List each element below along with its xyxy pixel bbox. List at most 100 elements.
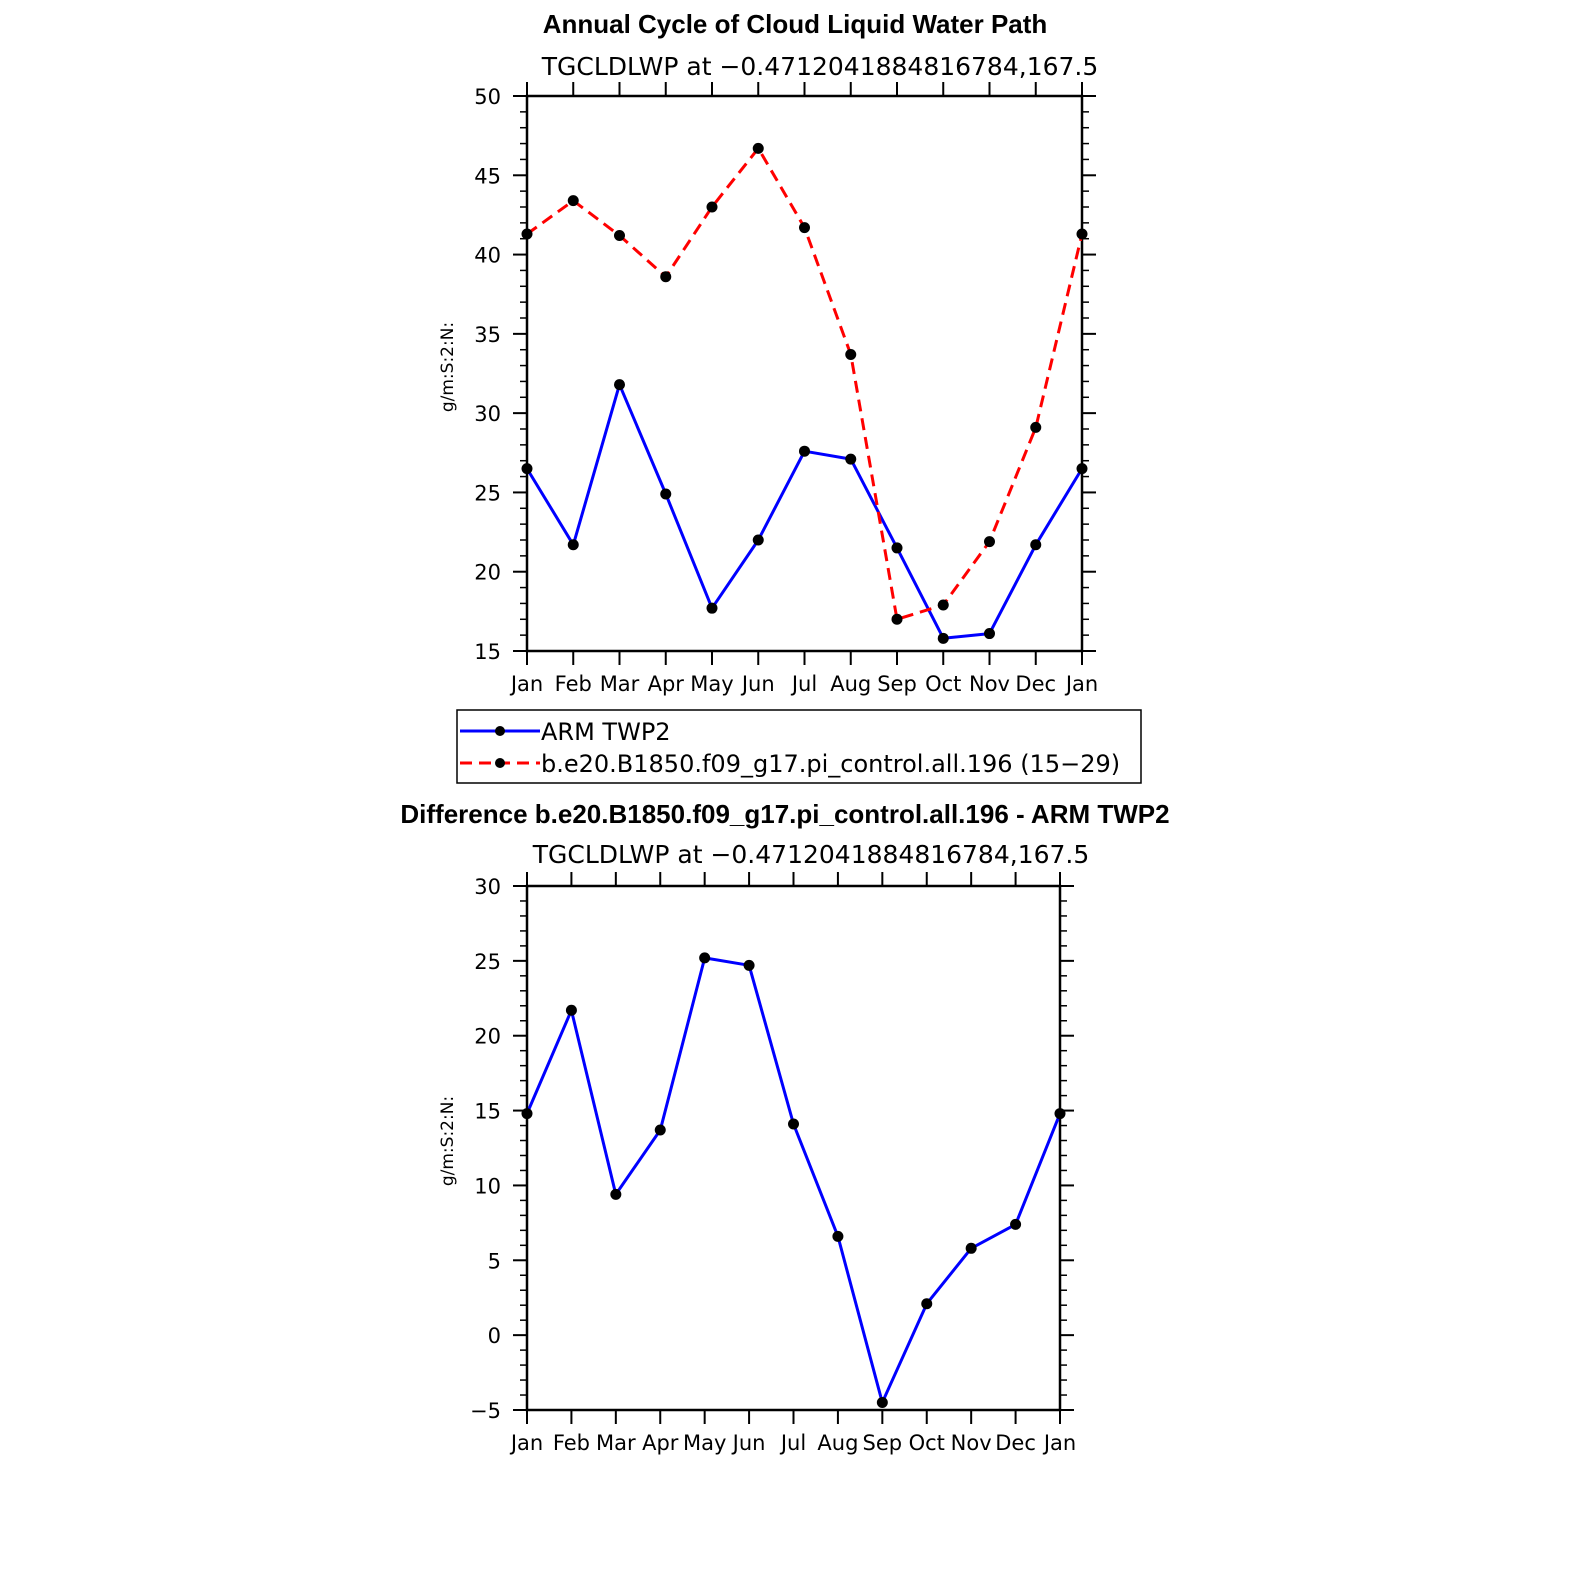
- data-point: [565, 1004, 577, 1016]
- data-point: [567, 195, 579, 207]
- data-point: [660, 271, 672, 283]
- data-point: [521, 228, 533, 240]
- data-point: [845, 453, 857, 465]
- x-tick-label: Sep: [863, 1431, 903, 1455]
- series-line-0: [525, 956, 1062, 1404]
- data-point: [832, 1230, 844, 1242]
- series-markers: [521, 142, 1088, 644]
- data-point: [891, 542, 903, 554]
- x-tick-label: Jul: [790, 672, 817, 696]
- legend-label-arm: ARM TWP2: [541, 718, 671, 746]
- data-point: [1030, 539, 1042, 551]
- y-tick-label: −5: [470, 1399, 501, 1423]
- data-point: [521, 1108, 533, 1120]
- data-point: [743, 959, 755, 971]
- y-tick-label: 15: [474, 640, 501, 664]
- y-axis-label: g/m:S:2:N:: [438, 1096, 458, 1186]
- data-point: [937, 632, 949, 644]
- y-tick-label: 5: [488, 1249, 501, 1273]
- data-point: [845, 348, 857, 360]
- data-point: [614, 379, 625, 391]
- x-tick-label: Apr: [648, 672, 685, 696]
- x-tick-label: May: [683, 1431, 726, 1455]
- x-tick-label: Apr: [642, 1431, 679, 1455]
- data-point: [1054, 1108, 1066, 1120]
- x-tick-label: Jul: [779, 1431, 806, 1455]
- y-tick-label: 25: [474, 950, 501, 974]
- plot-border: [525, 884, 1062, 1412]
- plot-frame: [525, 884, 1062, 1412]
- legend: ARM TWP2 b.e20.B1850.f09_g17.pi_control.…: [456, 709, 1142, 784]
- x-tick-label: Mar: [596, 1431, 636, 1455]
- x-tick-label: Aug: [817, 1431, 858, 1455]
- legend-box: [456, 709, 1142, 784]
- data-point: [706, 602, 718, 614]
- series-line-1: [526, 146, 1084, 621]
- x-tick-label: Jan: [509, 1431, 543, 1455]
- x-tick-label: May: [690, 672, 733, 696]
- axis-ticks: Jan Feb Mar Apr May Jun Jul Aug Sep Oct Nov Dec Jan 1…: [474, 82, 1098, 696]
- legend-label-model: b.e20.B1850.f09_g17.pi_control.all.196 (…: [541, 750, 1120, 778]
- data-point: [984, 536, 995, 548]
- y-tick-label: 30: [474, 875, 501, 899]
- axis-ticks: Jan Feb Mar Apr May Jun Jul Aug Sep Oct Nov Dec Jan−…: [470, 872, 1076, 1455]
- x-tick-label: Mar: [600, 672, 640, 696]
- data-point: [1030, 421, 1042, 433]
- data-point: [921, 1298, 933, 1310]
- chart-subtitle: TGCLDLWP at −0.4712041884816784,167.5: [532, 840, 1090, 869]
- data-point: [1076, 228, 1088, 240]
- data-point: [752, 142, 764, 154]
- legend-marker-model: [495, 758, 505, 768]
- data-point: [706, 201, 718, 213]
- y-tick-label: 20: [474, 1025, 501, 1049]
- x-tick-label: Feb: [555, 672, 592, 696]
- chart-subtitle: TGCLDLWP at −0.4712041884816784,167.5: [541, 52, 1099, 81]
- x-tick-label: Feb: [553, 1431, 590, 1455]
- x-tick-label: Dec: [1015, 672, 1056, 696]
- y-tick-label: 10: [474, 1174, 501, 1198]
- y-tick-label: 25: [474, 481, 501, 505]
- chart-title: Difference b.e20.B1850.f09_g17.pi_contro…: [400, 799, 1169, 829]
- x-tick-label: Nov: [969, 672, 1010, 696]
- data-point: [614, 230, 625, 242]
- y-tick-label: 20: [474, 561, 501, 585]
- y-tick-label: 35: [474, 323, 501, 347]
- data-point: [1076, 463, 1088, 475]
- y-tick-label: 30: [474, 402, 501, 426]
- y-tick-label: 45: [474, 164, 501, 188]
- plot-frame: [525, 94, 1084, 653]
- y-tick-label: 50: [474, 85, 501, 109]
- legend-marker-arm: [495, 726, 505, 736]
- series-markers: [521, 952, 1066, 1409]
- y-tick-label: 40: [474, 244, 501, 268]
- data-point: [876, 1397, 888, 1409]
- annual-cycle-chart: Annual Cycle of Cloud Liquid Water Path …: [438, 9, 1098, 696]
- x-tick-label: Jun: [740, 672, 775, 696]
- x-tick-label: Jan: [1042, 1431, 1076, 1455]
- data-point: [567, 539, 579, 551]
- data-point: [788, 1118, 799, 1130]
- chart-title: Annual Cycle of Cloud Liquid Water Path: [543, 9, 1048, 39]
- data-point: [965, 1242, 977, 1254]
- data-point: [937, 599, 949, 611]
- x-tick-label: Sep: [877, 672, 917, 696]
- x-tick-label: Oct: [909, 1431, 945, 1455]
- difference-chart: Difference b.e20.B1850.f09_g17.pi_contro…: [400, 799, 1169, 1455]
- x-tick-label: Jan: [1064, 672, 1098, 696]
- x-tick-label: Nov: [951, 1431, 992, 1455]
- x-tick-label: Oct: [925, 672, 961, 696]
- data-point: [610, 1188, 622, 1200]
- x-tick-label: Jan: [509, 672, 543, 696]
- data-point: [799, 445, 810, 457]
- data-point: [752, 534, 764, 546]
- data-point: [654, 1124, 666, 1136]
- data-point: [660, 488, 672, 500]
- plot-border: [525, 94, 1084, 653]
- series-lines: [525, 146, 1084, 640]
- data-point: [521, 463, 533, 475]
- data-point: [984, 628, 995, 640]
- y-tick-label: 0: [488, 1324, 501, 1348]
- series-line-0: [525, 383, 1084, 640]
- series-lines: [525, 956, 1062, 1404]
